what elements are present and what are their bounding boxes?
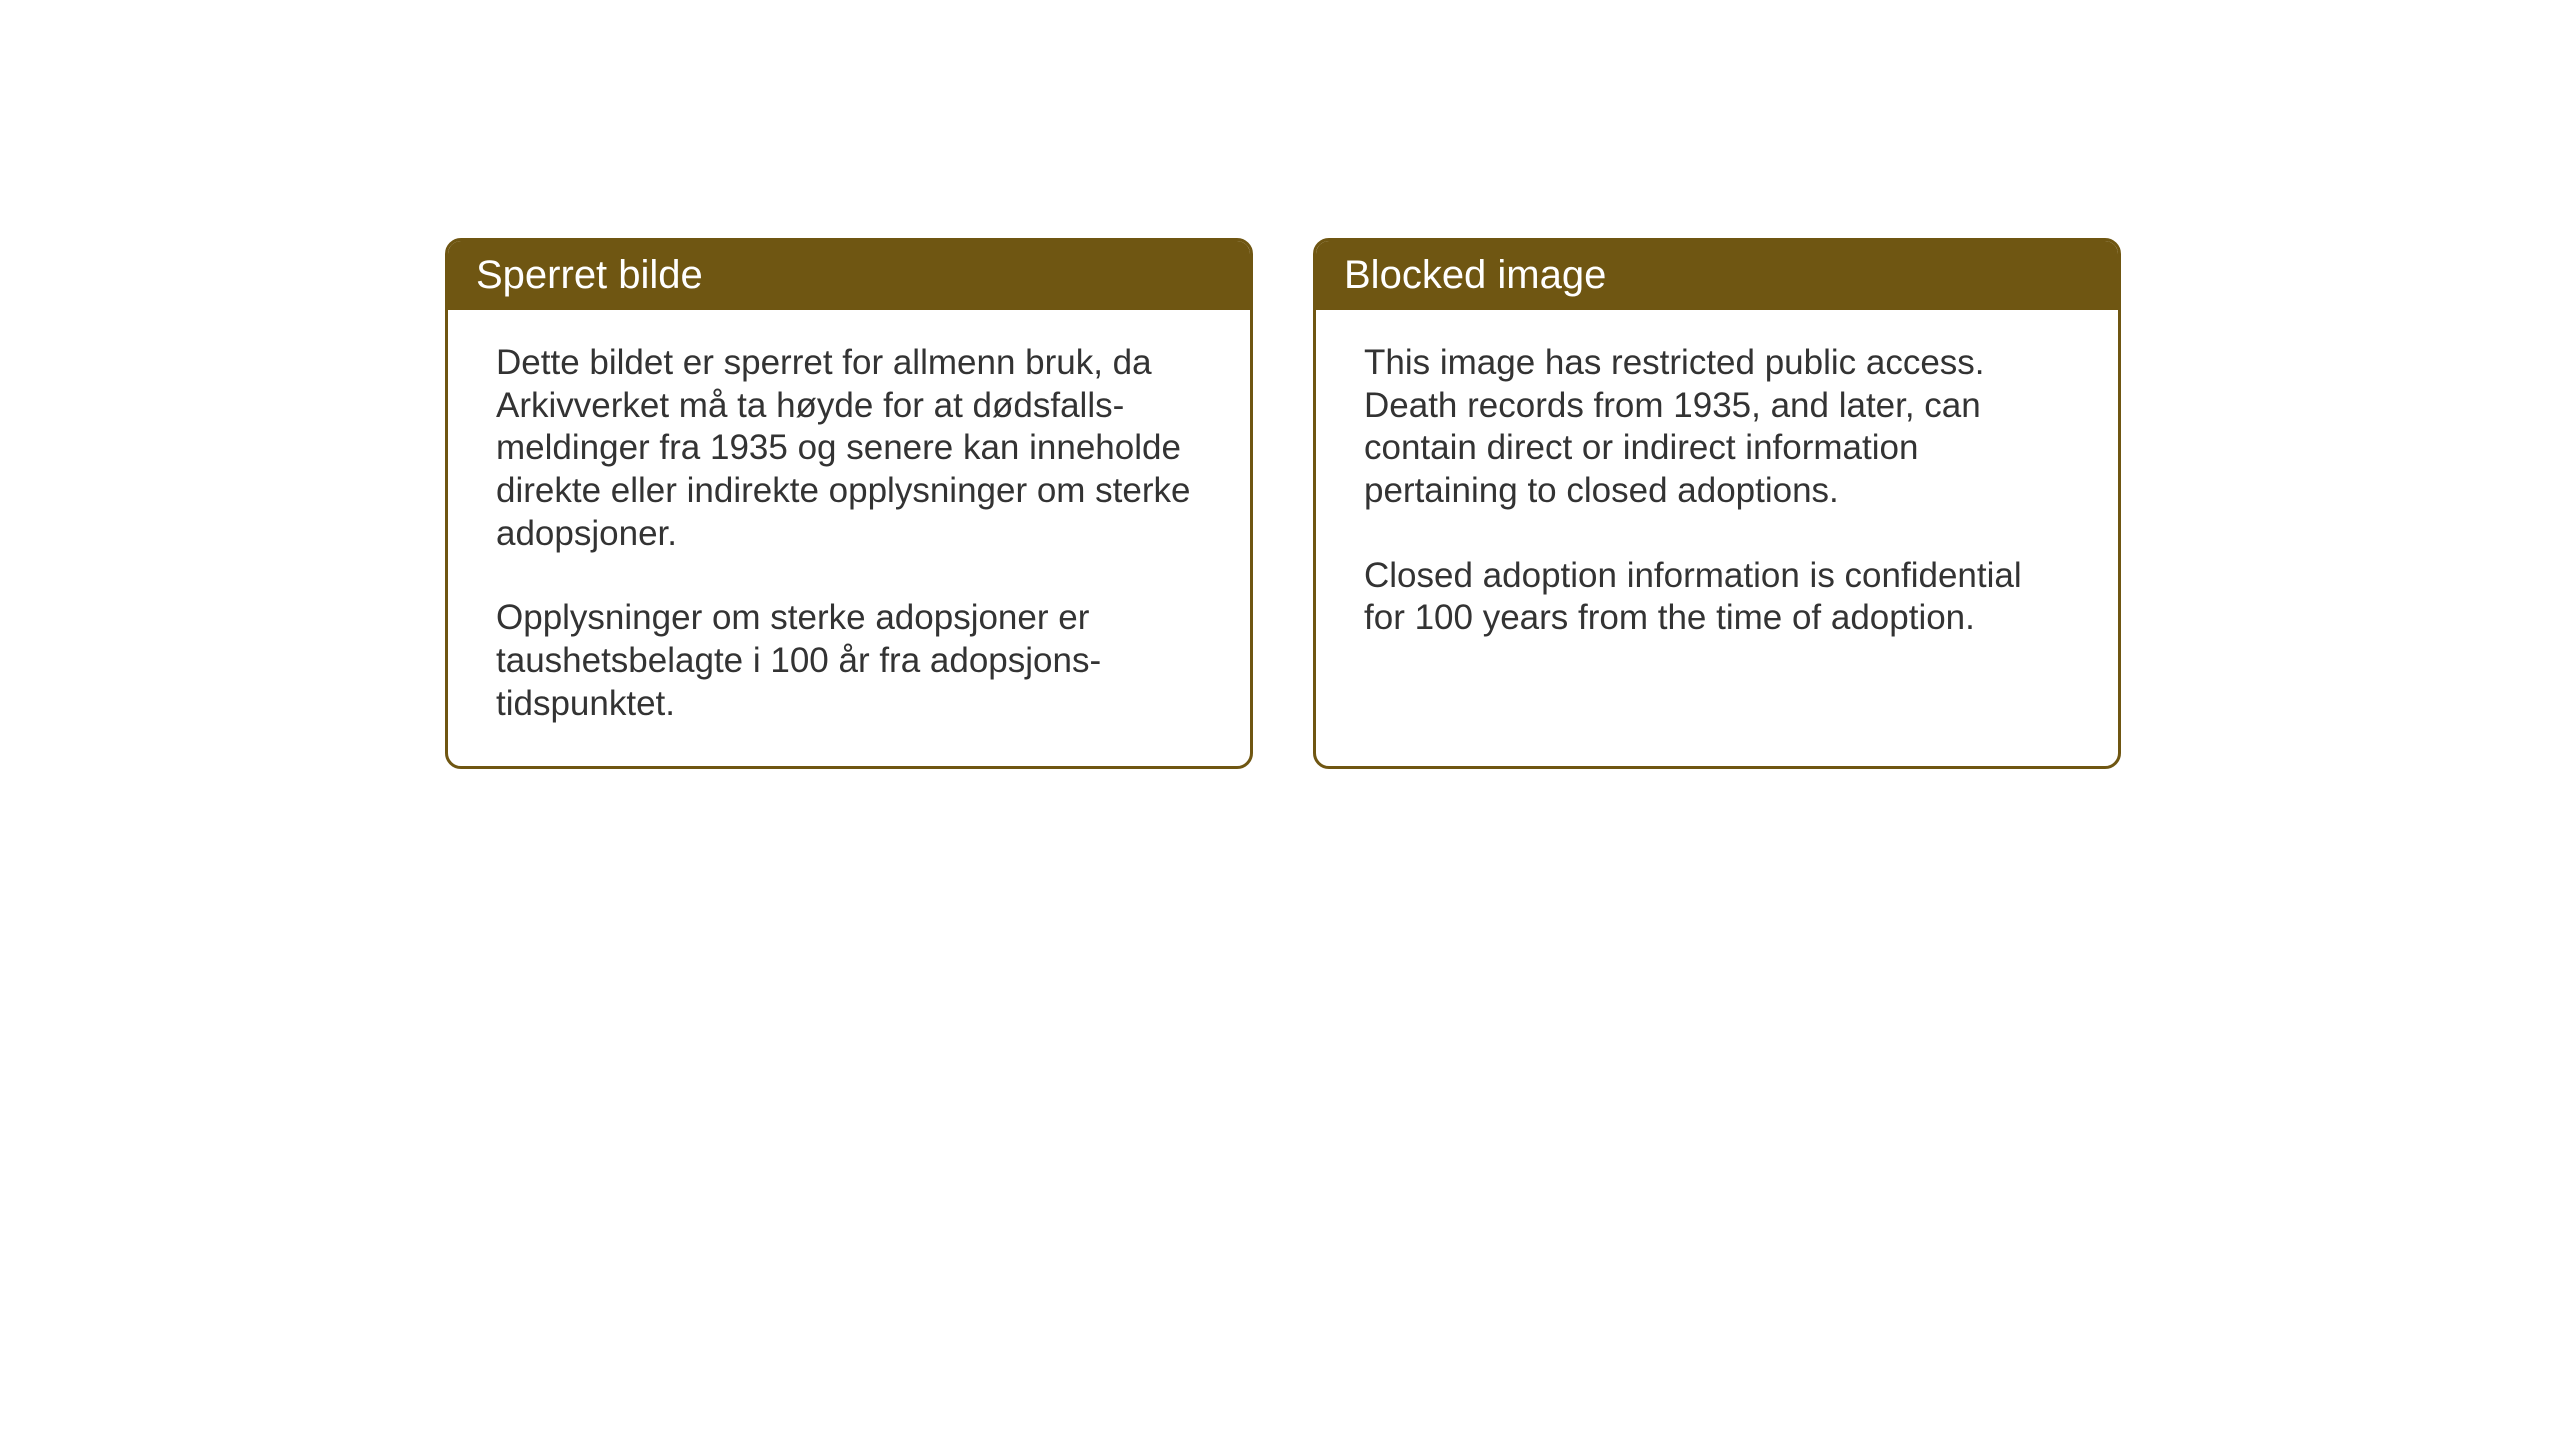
card-paragraph-1-english: This image has restricted public access.… [1364, 342, 2070, 513]
notice-container: Sperret bilde Dette bildet er sperret fo… [445, 238, 2121, 769]
notice-card-norwegian: Sperret bilde Dette bildet er sperret fo… [445, 238, 1253, 769]
card-paragraph-2-norwegian: Opplysninger om sterke adopsjoner er tau… [496, 597, 1202, 725]
notice-card-english: Blocked image This image has restricted … [1313, 238, 2121, 769]
card-paragraph-1-norwegian: Dette bildet er sperret for allmenn bruk… [496, 342, 1202, 555]
card-title-norwegian: Sperret bilde [448, 241, 1250, 310]
card-title-english: Blocked image [1316, 241, 2118, 310]
card-body-english: This image has restricted public access.… [1316, 310, 2118, 680]
card-paragraph-2-english: Closed adoption information is confident… [1364, 555, 2070, 640]
card-body-norwegian: Dette bildet er sperret for allmenn bruk… [448, 310, 1250, 766]
